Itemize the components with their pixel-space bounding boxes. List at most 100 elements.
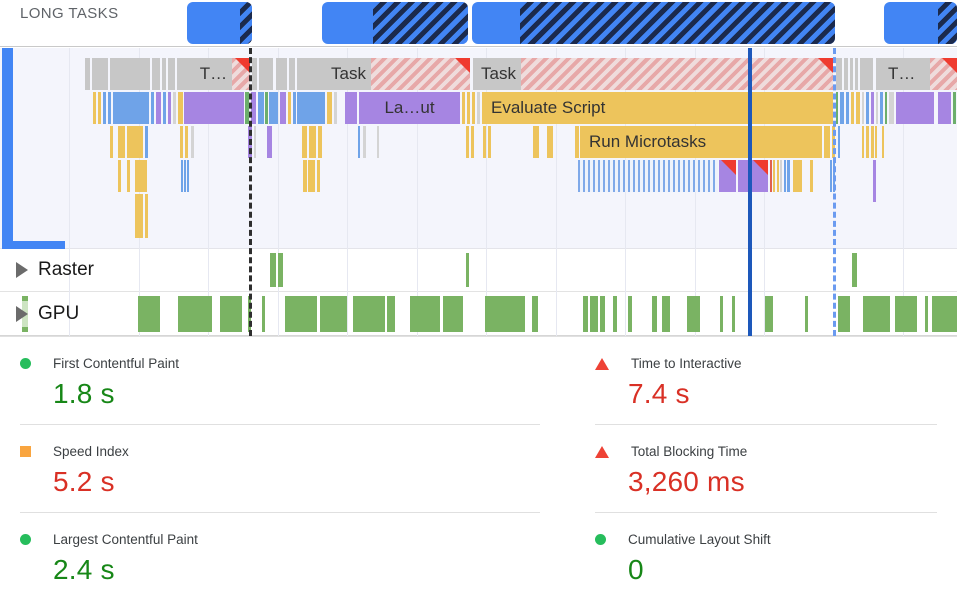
gpu-activity-bar[interactable] <box>932 296 957 332</box>
flame-segment[interactable] <box>163 92 166 124</box>
flame-segment[interactable] <box>856 92 860 124</box>
flame-segment[interactable] <box>245 92 249 124</box>
long-task-bar[interactable] <box>187 2 252 44</box>
flame-segment[interactable] <box>289 58 295 90</box>
flame-segment[interactable] <box>187 160 189 192</box>
flame-segment[interactable] <box>471 126 474 158</box>
flame-segment[interactable] <box>297 92 325 124</box>
flame-segment[interactable] <box>953 92 956 124</box>
flame-segment[interactable] <box>866 126 869 158</box>
flame-segment[interactable] <box>178 92 183 124</box>
flame-segment[interactable] <box>85 58 90 90</box>
raster-activity-bar[interactable] <box>270 253 276 287</box>
long-task-bar[interactable] <box>322 2 468 44</box>
flame-segment[interactable] <box>145 126 148 158</box>
flame-segment[interactable] <box>830 160 832 192</box>
flame-segment[interactable] <box>345 92 357 124</box>
flame-segment[interactable] <box>896 92 934 124</box>
gpu-activity-bar[interactable] <box>863 296 890 332</box>
flame-segment[interactable] <box>98 92 101 124</box>
flame-segment[interactable] <box>793 160 802 192</box>
gpu-activity-bar[interactable] <box>353 296 385 332</box>
flame-segment[interactable] <box>851 92 854 124</box>
gpu-activity-bar[interactable] <box>687 296 700 332</box>
flame-bar-t[interactable]: T… <box>177 58 250 90</box>
flame-segment[interactable] <box>293 92 296 124</box>
gpu-activity-bar[interactable] <box>732 296 735 332</box>
flame-segment[interactable] <box>377 126 379 158</box>
gpu-activity-bar[interactable] <box>583 296 588 332</box>
flame-segment[interactable] <box>269 92 278 124</box>
flame-segment[interactable] <box>252 58 257 90</box>
flame-segment[interactable] <box>488 126 491 158</box>
flame-segment[interactable] <box>334 92 337 124</box>
flame-segment[interactable] <box>103 92 106 124</box>
flame-segment[interactable] <box>773 160 775 192</box>
flame-segment[interactable] <box>185 126 188 158</box>
flame-segment[interactable] <box>784 160 786 192</box>
flame-segment[interactable] <box>840 92 844 124</box>
flame-segment[interactable] <box>254 126 256 158</box>
gpu-activity-bar[interactable] <box>662 296 670 332</box>
flame-segment[interactable] <box>303 160 307 192</box>
flame-segment[interactable] <box>866 92 869 124</box>
expander-triangle-icon[interactable] <box>16 262 28 278</box>
flame-segment[interactable] <box>135 194 143 238</box>
flame-segment[interactable] <box>862 92 864 124</box>
flame-segment[interactable] <box>862 126 864 158</box>
flame-segment[interactable] <box>472 92 475 124</box>
flame-segment[interactable] <box>317 160 320 192</box>
flame-segment[interactable] <box>889 92 894 124</box>
flame-segment[interactable] <box>462 92 465 124</box>
flame-segment[interactable] <box>738 160 768 192</box>
flame-bar-evaluate-script[interactable]: Evaluate Script <box>482 92 833 124</box>
track-label-raster[interactable]: Raster <box>38 259 94 280</box>
flame-segment[interactable] <box>93 92 96 124</box>
gpu-activity-bar[interactable] <box>765 296 773 332</box>
gpu-activity-bar[interactable] <box>262 296 265 332</box>
flame-segment[interactable] <box>719 160 736 192</box>
flame-segment[interactable] <box>173 92 176 124</box>
flame-segment[interactable] <box>118 126 125 158</box>
gpu-activity-bar[interactable] <box>590 296 598 332</box>
flame-segment[interactable] <box>258 92 264 124</box>
flame-segment[interactable] <box>885 92 887 124</box>
flame-segment[interactable] <box>787 160 790 192</box>
flame-segment[interactable] <box>871 126 874 158</box>
flame-segment[interactable] <box>288 92 291 124</box>
flame-segment[interactable] <box>309 126 316 158</box>
flame-segment[interactable] <box>578 160 718 192</box>
flame-segment[interactable] <box>836 58 842 90</box>
flame-segment[interactable] <box>358 126 360 158</box>
gpu-activity-bar[interactable] <box>805 296 808 332</box>
gpu-activity-bar[interactable] <box>285 296 317 332</box>
flame-segment[interactable] <box>280 92 286 124</box>
flame-bar-run-microtasks[interactable]: Run Microtasks <box>580 126 822 158</box>
gpu-activity-bar[interactable] <box>320 296 347 332</box>
flame-segment[interactable] <box>152 58 160 90</box>
flame-segment[interactable] <box>876 92 878 124</box>
gpu-activity-bar[interactable] <box>895 296 917 332</box>
flame-bar-task[interactable]: Task <box>297 58 470 90</box>
flame-segment[interactable] <box>850 58 853 90</box>
flame-segment[interactable] <box>327 92 332 124</box>
flame-segment[interactable] <box>575 126 579 158</box>
flame-segment[interactable] <box>466 126 469 158</box>
gpu-activity-bar[interactable] <box>600 296 605 332</box>
raster-activity-bar[interactable] <box>466 253 469 287</box>
flame-bar-t[interactable]: T… <box>876 58 957 90</box>
flame-segment[interactable] <box>110 126 113 158</box>
flame-segment[interactable] <box>162 58 166 90</box>
flame-chart[interactable]: T… Task Task T… La…ut Evaluate Script Run Micr… <box>0 48 957 249</box>
flame-segment[interactable] <box>180 126 183 158</box>
flame-segment[interactable] <box>875 126 877 158</box>
flame-segment[interactable] <box>135 160 147 192</box>
flame-segment[interactable] <box>871 92 874 124</box>
flame-segment[interactable] <box>113 92 149 124</box>
flame-segment[interactable] <box>151 92 154 124</box>
raster-activity-bar[interactable] <box>278 253 283 287</box>
flame-segment[interactable] <box>846 92 849 124</box>
gpu-activity-bar[interactable] <box>178 296 212 332</box>
flame-segment[interactable] <box>308 160 315 192</box>
flame-segment[interactable] <box>882 126 884 158</box>
